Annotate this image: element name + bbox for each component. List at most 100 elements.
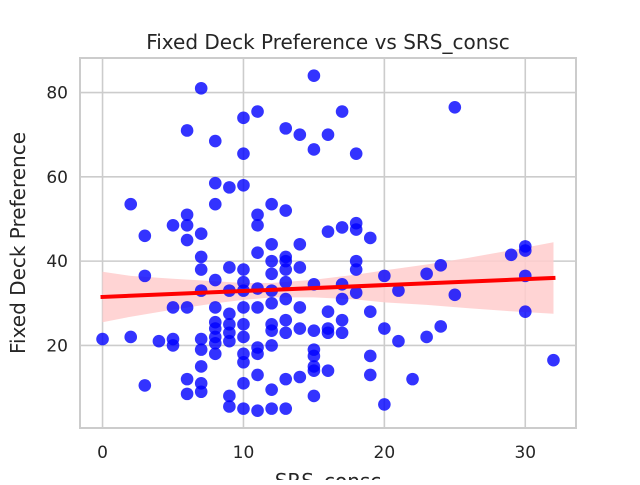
data-point bbox=[335, 326, 349, 340]
data-point bbox=[208, 197, 222, 211]
data-point bbox=[335, 313, 349, 327]
data-point bbox=[307, 69, 321, 82]
data-point bbox=[448, 288, 462, 302]
data-point bbox=[279, 326, 293, 340]
data-point bbox=[335, 105, 349, 118]
data-point bbox=[138, 379, 152, 392]
data-point bbox=[349, 286, 363, 300]
data-point bbox=[547, 353, 560, 367]
x-tick-label: 0 bbox=[97, 443, 108, 463]
data-point bbox=[138, 229, 152, 243]
data-point bbox=[293, 237, 307, 251]
data-point bbox=[349, 223, 363, 236]
data-point bbox=[223, 389, 236, 403]
data-point bbox=[448, 101, 462, 114]
x-tick-label: 10 bbox=[233, 443, 255, 463]
data-point bbox=[321, 305, 335, 318]
data-point bbox=[166, 219, 180, 232]
data-point bbox=[194, 227, 208, 241]
x-axis-label: SRS_consc bbox=[275, 469, 382, 480]
data-point bbox=[392, 334, 405, 348]
data-point bbox=[321, 364, 335, 377]
data-point bbox=[378, 322, 391, 335]
data-point bbox=[124, 330, 138, 344]
data-point bbox=[307, 389, 321, 403]
data-point bbox=[251, 219, 264, 232]
data-point bbox=[194, 250, 208, 264]
data-point bbox=[279, 372, 293, 386]
data-point bbox=[265, 402, 278, 415]
data-point bbox=[378, 398, 391, 411]
y-axis-label: Fixed Deck Preference bbox=[6, 132, 30, 354]
data-point bbox=[180, 387, 194, 401]
data-point bbox=[180, 233, 194, 247]
data-point bbox=[180, 124, 194, 137]
data-point bbox=[307, 324, 321, 337]
data-point bbox=[335, 221, 349, 234]
data-point bbox=[180, 372, 194, 386]
data-point bbox=[208, 273, 222, 287]
data-point bbox=[279, 122, 293, 135]
data-point bbox=[434, 320, 448, 333]
data-point bbox=[166, 339, 180, 352]
x-tick-label: 20 bbox=[374, 443, 396, 463]
data-point bbox=[406, 372, 419, 386]
data-point bbox=[194, 332, 208, 346]
data-point bbox=[293, 301, 307, 314]
data-point bbox=[518, 244, 532, 257]
data-point bbox=[194, 82, 208, 95]
data-point bbox=[518, 305, 532, 318]
data-point bbox=[265, 197, 278, 211]
data-point bbox=[392, 284, 405, 297]
plot-border bbox=[79, 57, 577, 429]
data-point bbox=[251, 368, 264, 382]
data-point bbox=[237, 377, 250, 390]
y-tick-label: 80 bbox=[46, 84, 68, 104]
data-point bbox=[237, 402, 250, 415]
data-point bbox=[194, 360, 208, 373]
tick-labels: 0 10 20 30 20 40 60 80 bbox=[46, 84, 536, 463]
data-point bbox=[251, 404, 264, 418]
data-point bbox=[265, 339, 278, 352]
data-point bbox=[279, 402, 293, 415]
data-point bbox=[504, 248, 518, 262]
data-point bbox=[321, 128, 335, 141]
data-point bbox=[307, 349, 321, 363]
data-point bbox=[208, 134, 222, 148]
data-points bbox=[96, 69, 560, 418]
data-point bbox=[265, 267, 278, 281]
data-point bbox=[251, 347, 264, 361]
data-point bbox=[265, 383, 278, 396]
data-point bbox=[166, 301, 180, 314]
data-point bbox=[293, 370, 307, 384]
data-point bbox=[293, 128, 307, 141]
data-point bbox=[293, 261, 307, 274]
data-point bbox=[321, 225, 335, 238]
data-point bbox=[208, 336, 222, 350]
data-point bbox=[194, 343, 208, 356]
data-point bbox=[237, 301, 250, 314]
x-tick-label: 30 bbox=[514, 443, 536, 463]
data-point bbox=[420, 330, 433, 344]
data-point bbox=[251, 208, 264, 222]
data-point bbox=[223, 181, 236, 194]
chart-title: Fixed Deck Preference vs SRS_consc bbox=[146, 30, 510, 54]
data-point bbox=[223, 334, 236, 348]
data-point bbox=[237, 330, 250, 344]
y-tick-label: 60 bbox=[46, 168, 68, 188]
data-point bbox=[208, 347, 222, 361]
data-point bbox=[96, 332, 109, 346]
data-point bbox=[363, 349, 377, 363]
data-point bbox=[237, 318, 250, 331]
regression-line bbox=[100, 275, 556, 300]
axes-frame bbox=[79, 57, 577, 429]
data-point bbox=[237, 178, 250, 192]
data-point bbox=[363, 231, 377, 245]
data-point bbox=[307, 364, 321, 377]
data-point bbox=[152, 334, 166, 348]
data-point bbox=[265, 324, 278, 337]
data-point bbox=[265, 237, 278, 251]
data-point bbox=[265, 296, 278, 310]
data-point bbox=[223, 400, 236, 413]
